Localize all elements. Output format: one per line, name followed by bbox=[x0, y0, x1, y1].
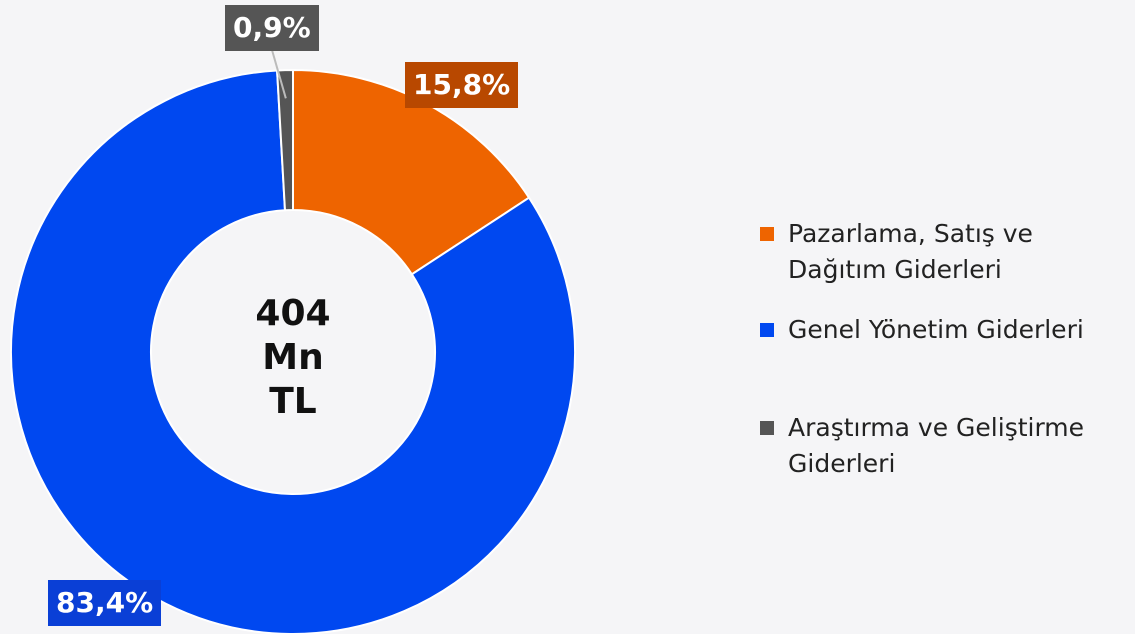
slice bbox=[292, 68, 531, 276]
legend-swatch bbox=[760, 227, 774, 241]
center-label: 404 Mn TL bbox=[255, 293, 331, 422]
legend-swatch bbox=[760, 323, 774, 337]
legend-label: Araştırma ve Geliştirme Giderleri bbox=[788, 413, 1085, 478]
value-label: 83,4% bbox=[48, 580, 162, 626]
legend-label: Genel Yönetim Giderleri bbox=[788, 315, 1084, 344]
slice bbox=[276, 68, 294, 212]
value-label: 0,9% bbox=[225, 5, 319, 51]
value-label: 15,8% bbox=[405, 62, 519, 108]
slice bbox=[10, 69, 576, 634]
legend-item: Araştırma ve Geliştirme Giderleri bbox=[760, 410, 1130, 482]
legend-item: Pazarlama, Satış ve Dağıtım Giderleri bbox=[760, 216, 1130, 288]
leader-line bbox=[271, 49, 287, 99]
legend-label: Pazarlama, Satış ve Dağıtım Giderleri bbox=[788, 219, 1033, 284]
legend-swatch bbox=[760, 421, 774, 435]
legend-item: Genel Yönetim Giderleri bbox=[760, 312, 1130, 348]
